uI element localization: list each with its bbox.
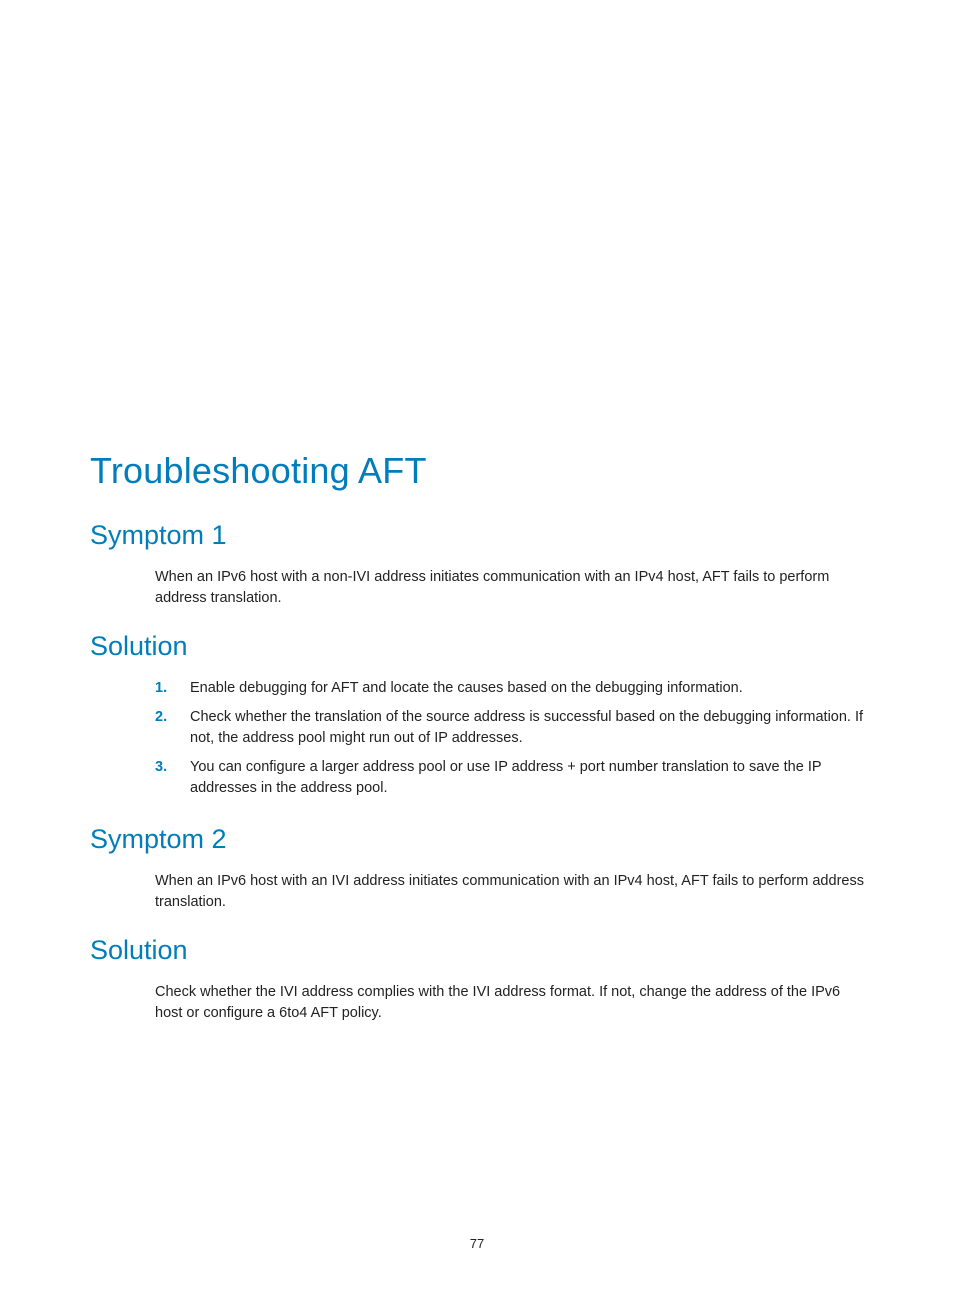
section-body-solution-2: Check whether the IVI address complies w… xyxy=(155,982,864,1024)
list-item-text: Check whether the translation of the sou… xyxy=(190,709,863,746)
list-item-text: You can configure a larger address pool … xyxy=(190,759,821,796)
list-number: 3. xyxy=(155,757,167,778)
section-heading-symptom-1: Symptom 1 xyxy=(90,520,864,551)
list-item-text: Enable debugging for AFT and locate the … xyxy=(190,680,743,696)
list-item: 2. Check whether the translation of the … xyxy=(90,707,864,749)
list-number: 2. xyxy=(155,707,167,728)
section-heading-solution-2: Solution xyxy=(90,935,864,966)
solution-list-1: 1. Enable debugging for AFT and locate t… xyxy=(90,678,864,799)
page-number: 77 xyxy=(0,1236,954,1251)
section-heading-solution-1: Solution xyxy=(90,631,864,662)
page-title: Troubleshooting AFT xyxy=(90,450,864,492)
section-body-symptom-1: When an IPv6 host with a non-IVI address… xyxy=(155,567,864,609)
document-page: Troubleshooting AFT Symptom 1 When an IP… xyxy=(0,0,954,1296)
list-item: 1. Enable debugging for AFT and locate t… xyxy=(90,678,864,699)
section-body-symptom-2: When an IPv6 host with an IVI address in… xyxy=(155,871,864,913)
list-number: 1. xyxy=(155,678,167,699)
list-item: 3. You can configure a larger address po… xyxy=(90,757,864,799)
section-heading-symptom-2: Symptom 2 xyxy=(90,824,864,855)
